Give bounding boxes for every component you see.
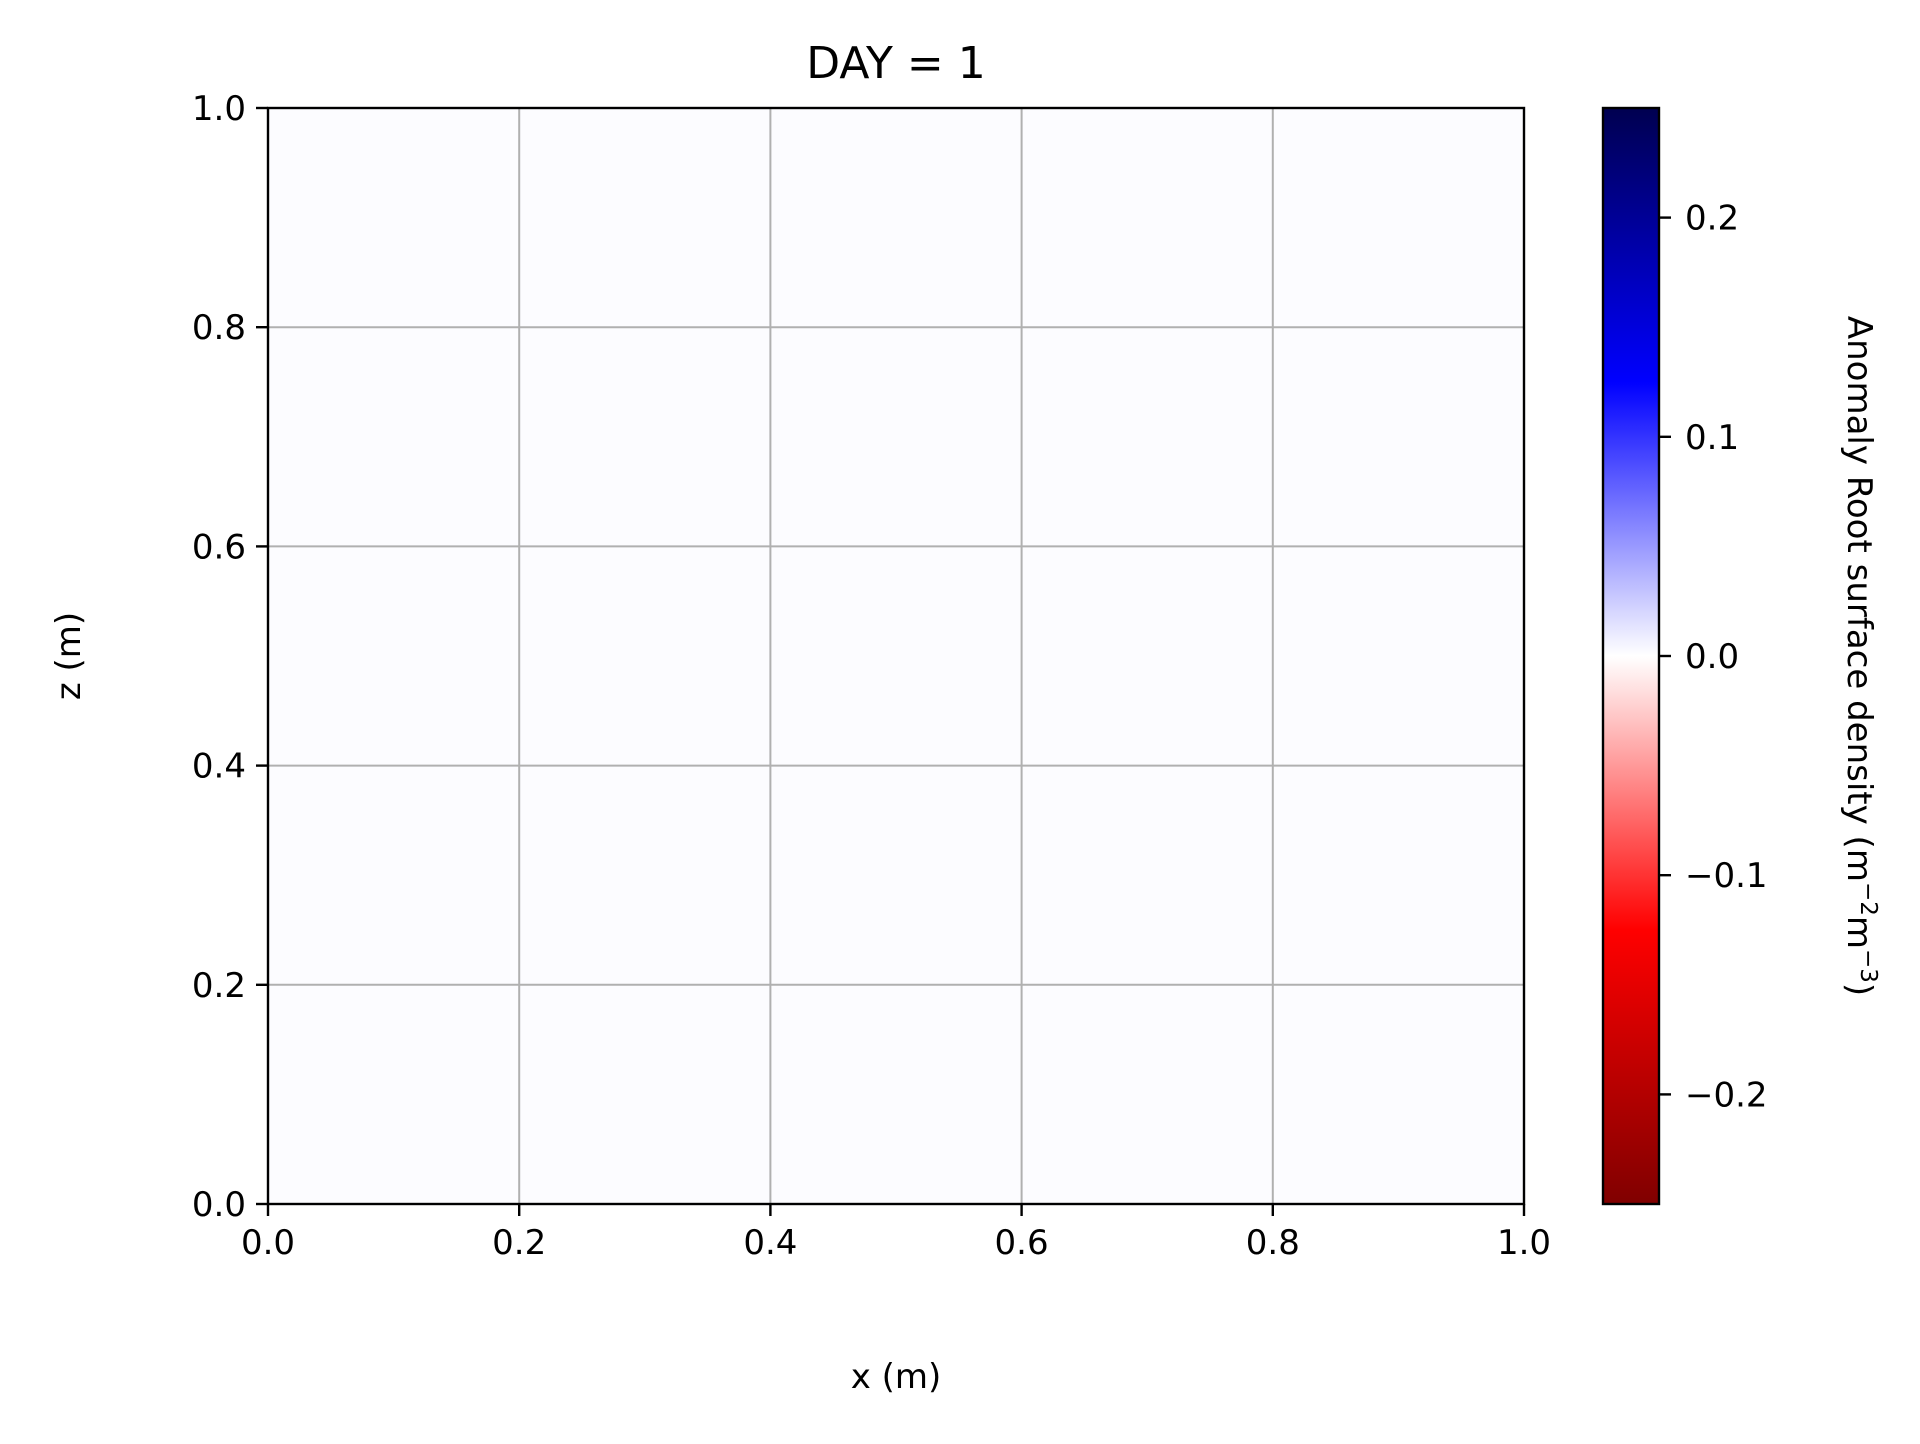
colorbar-tick-label: −0.2	[1685, 1075, 1768, 1115]
y-axis: 0.0 0.2 0.4 0.6 0.8 1.0	[192, 89, 268, 1225]
colorbar-tick-label: −0.1	[1685, 856, 1768, 896]
colorbar-label-main: Anomaly Root surface density (m	[1839, 316, 1879, 882]
y-tick-label: 0.0	[192, 1185, 246, 1225]
colorbar-label-mid: m	[1839, 916, 1879, 949]
heatmap-field	[268, 108, 1524, 1204]
colorbar-tick-label: 0.1	[1685, 418, 1739, 458]
plot-frame	[266, 106, 1526, 1206]
x-tick-label: 0.6	[995, 1223, 1049, 1263]
x-axis: 0.0 0.2 0.4 0.6 0.8 1.0	[241, 1204, 1551, 1263]
colorbar-label-exp2: −3	[1855, 949, 1881, 983]
x-axis-label: x (m)	[851, 1357, 942, 1397]
y-tick-label: 1.0	[192, 89, 246, 129]
x-tick-label: 0.4	[743, 1223, 797, 1263]
y-tick-label: 0.8	[192, 308, 246, 348]
colorbar-label-end: )	[1839, 983, 1879, 996]
colorbar-tick-label: 0.2	[1685, 199, 1739, 239]
x-tick-label: 0.0	[241, 1223, 295, 1263]
x-tick-label: 1.0	[1497, 1223, 1551, 1263]
y-axis-label: z (m)	[49, 612, 89, 700]
colorbar-label-exp1: −2	[1855, 882, 1881, 916]
x-tick-label: 0.2	[492, 1223, 546, 1263]
y-tick-label: 0.4	[192, 747, 246, 787]
y-tick-label: 0.2	[192, 966, 246, 1006]
y-tick-label: 0.6	[192, 527, 246, 567]
colorbar-ticks: 0.2 0.1 0.0 −0.1 −0.2	[1659, 199, 1768, 1115]
chart-title: DAY = 1	[806, 38, 986, 89]
colorbar	[1601, 106, 1661, 1206]
colorbar-label: Anomaly Root surface density (m−2m−3)	[1839, 316, 1881, 996]
x-tick-label: 0.8	[1246, 1223, 1300, 1263]
colorbar-tick-label: 0.0	[1685, 637, 1739, 677]
